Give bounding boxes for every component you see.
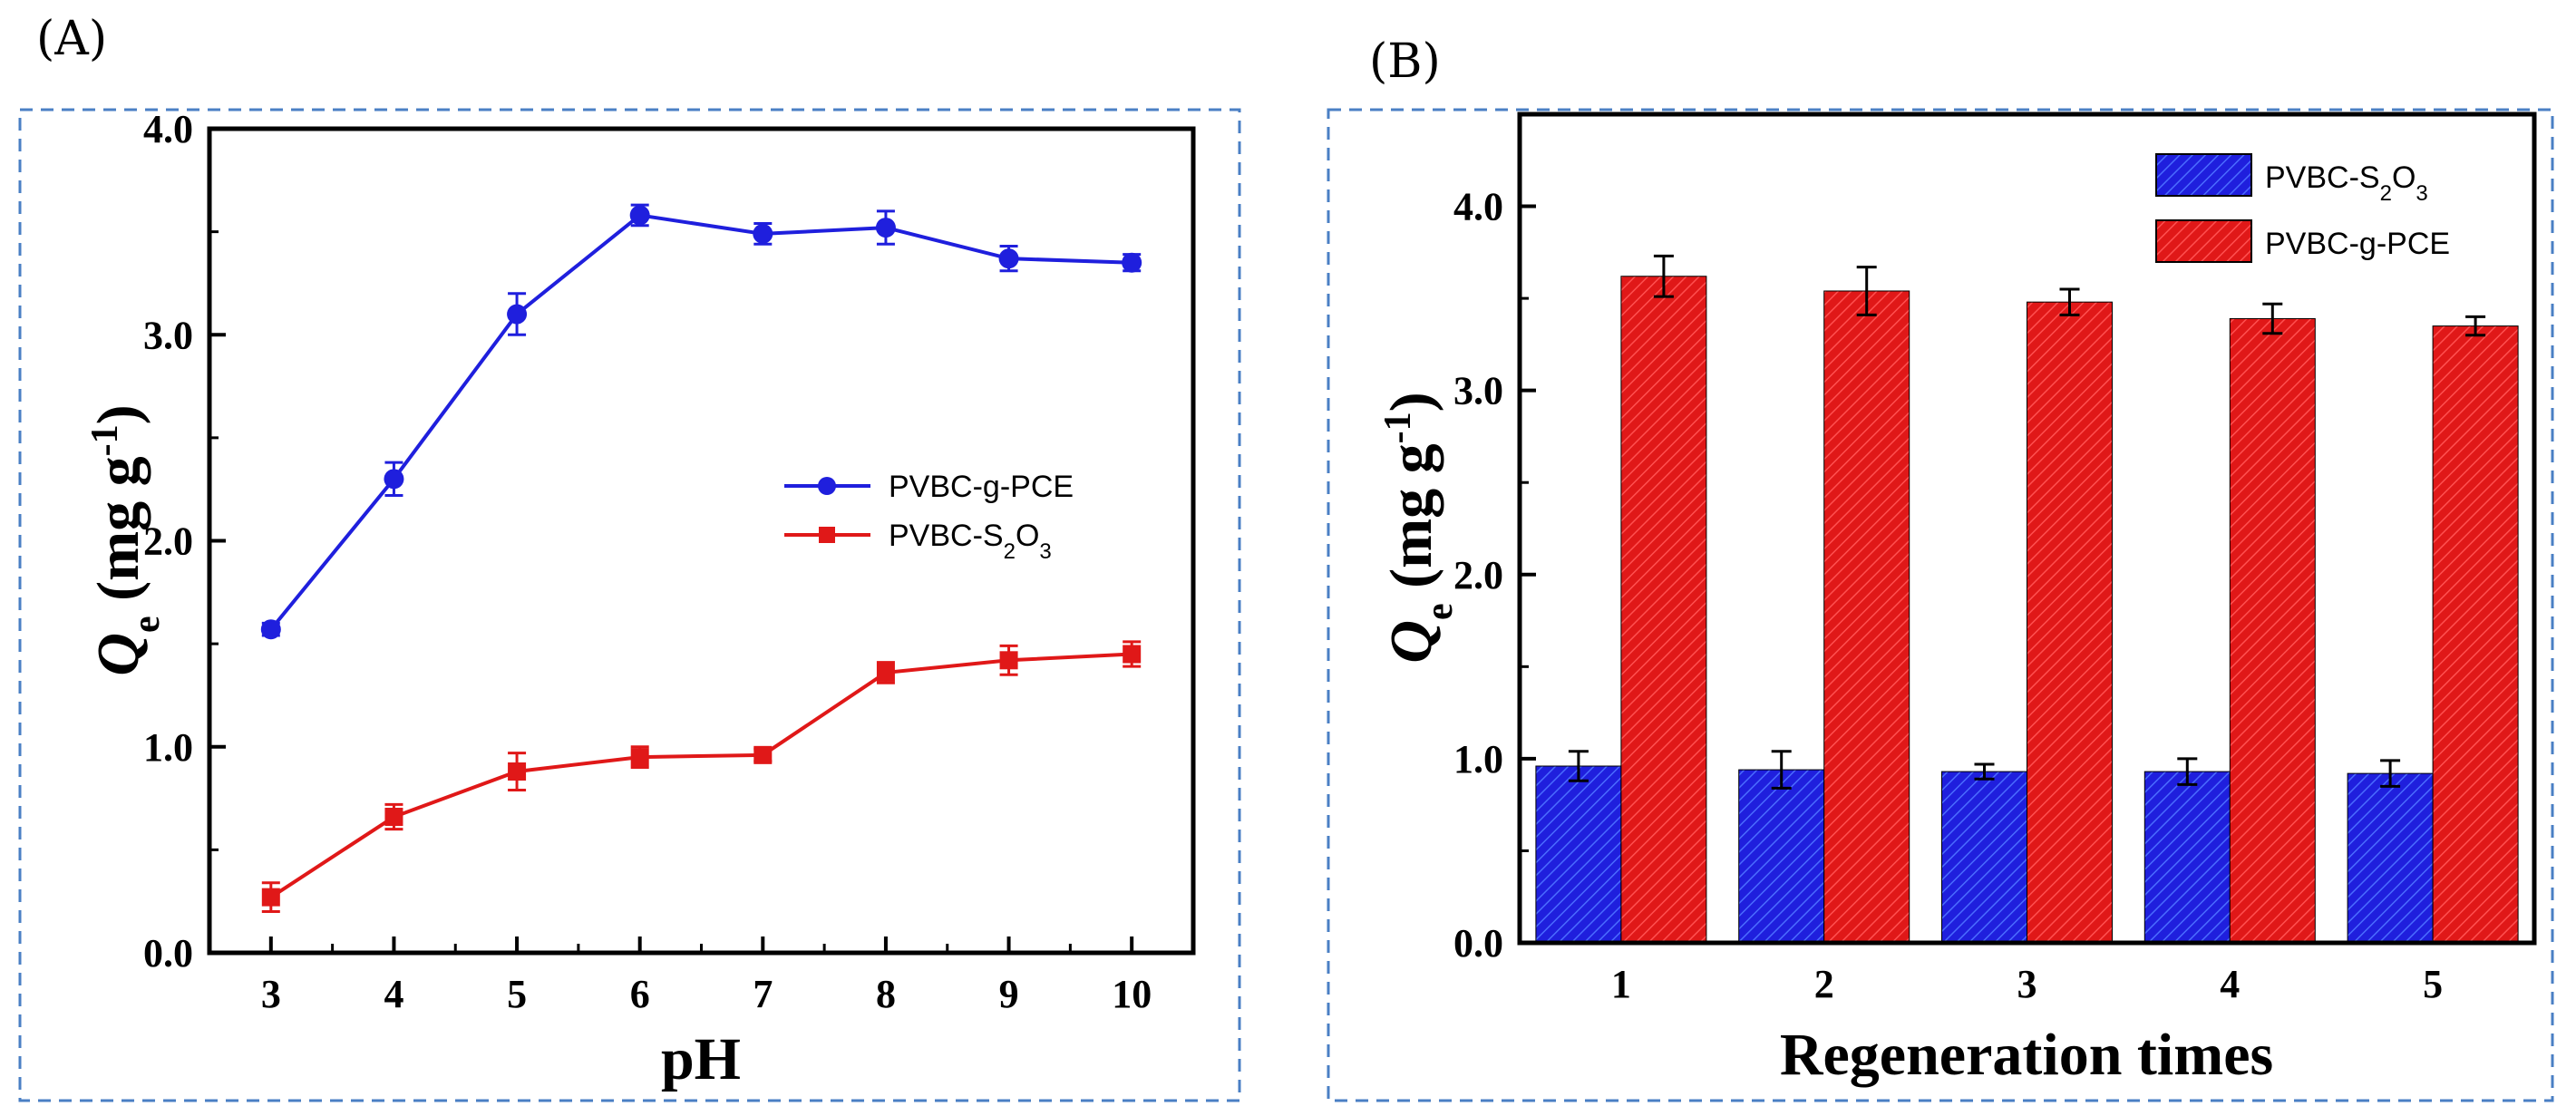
b-x-tick-label-4: 5 [2423, 962, 2443, 1006]
b-x-tick-label-1: 2 [1814, 962, 1834, 1006]
panel-b-y-axis-title: Qe (mg g-1) [1377, 392, 1461, 663]
panel-b-marks [1535, 254, 2519, 944]
legend-b-swatch-1 [2155, 153, 2252, 197]
b-pvbc-s2o3-bar-4 [2347, 772, 2434, 944]
a-pvbc-s2o3-point-3 [630, 748, 649, 767]
a-x-tick-label-0: 3 [261, 972, 281, 1016]
a-y-tick-label-4: 4.0 [143, 107, 193, 151]
b-pvbc-s2o3-bar-2 [1941, 771, 2027, 944]
a-pvbc-s2o3-point-1 [384, 808, 403, 827]
panel-b: (B) 0.0 1.0 2.0 3.0 4.0 1 2 3 4 5 PVBC-S2O3 PVBC-… [1327, 34, 2554, 1102]
panel-a-legend: PVBC-g-PCE PVBC-S2O3 [784, 470, 1074, 564]
b-pvbc-s2o3-bar-1 [1738, 769, 1825, 944]
a-pvbc-g-pce-point-2 [507, 304, 528, 325]
a-pvbc-s2o3-point-6 [999, 651, 1018, 670]
a-y-tick-label-0: 0.0 [143, 931, 193, 975]
panel-b-dashed-border [1327, 108, 2554, 1102]
b-y-tick-label-4: 4.0 [1453, 185, 1503, 229]
b-x-tick-label-0: 1 [1611, 962, 1631, 1006]
b-pvbc-s2o3-bar-0 [1535, 765, 1622, 944]
panel-b-label: (B) [1369, 34, 1441, 89]
a-x-tick-label-7: 10 [1112, 972, 1152, 1016]
a-pvbc-g-pce-point-3 [629, 205, 650, 226]
legend-a-label-1: PVBC-g-PCE [889, 470, 1074, 504]
panel-a-plot-frame [207, 126, 1196, 956]
b-y-tick-label-1: 1.0 [1453, 737, 1503, 781]
b-pvbc-g-pce-bar-4 [2432, 325, 2519, 944]
a-pvbc-g-pce-point-7 [1122, 252, 1142, 273]
a-x-tick-label-3: 6 [630, 972, 650, 1016]
panel-a-label: (A) [36, 12, 107, 66]
a-pvbc-s2o3-point-7 [1123, 645, 1142, 664]
b-y-tick-label-3: 3.0 [1453, 369, 1503, 413]
legend-a-marker-1 [818, 477, 836, 495]
panel-a-ticks: 0.0 1.0 2.0 3.0 4.0 3 4 5 6 7 8 9 10 [143, 107, 1152, 1016]
a-x-tick-label-6: 9 [999, 972, 1019, 1016]
b-pvbc-g-pce-bar-2 [2027, 301, 2113, 944]
a-pvbc-g-pce-point-5 [875, 218, 896, 238]
legend-b-swatch-2 [2155, 219, 2252, 263]
b-pvbc-g-pce-bar-0 [1620, 276, 1707, 944]
b-pvbc-s2o3-bar-3 [2143, 771, 2231, 944]
a-x-tick-label-1: 4 [384, 972, 403, 1016]
panel-b-plot-frame [1517, 112, 2537, 946]
a-y-tick-label-3: 3.0 [143, 313, 193, 357]
a-pvbc-s2o3-point-4 [753, 745, 773, 764]
a-y-tick-label-2: 2.0 [143, 519, 193, 564]
legend-b-label-2: PVBC-g-PCE [2265, 227, 2450, 261]
panel-a-x-axis-title: pH [661, 1026, 741, 1092]
a-pvbc-g-pce-point-0 [260, 619, 281, 640]
a-series-line-pvbc-s2o3 [269, 652, 1132, 899]
b-y-tick-label-2: 2.0 [1453, 553, 1503, 597]
a-pvbc-g-pce-point-6 [998, 248, 1019, 269]
a-pvbc-s2o3-point-2 [508, 762, 527, 781]
a-pvbc-s2o3-point-0 [261, 888, 280, 907]
panel-a-y-axis-title: Qe (mg g-1) [84, 404, 168, 675]
panel-a: (A) 0.0 1.0 2.0 3.0 4.0 3 4 5 6 7 8 9 10 PVBC-g-PCE … [18, 12, 1241, 1102]
a-y-tick-label-1: 1.0 [143, 725, 193, 770]
b-x-tick-label-2: 3 [2017, 962, 2037, 1006]
panel-a-dashed-border [18, 108, 1241, 1102]
a-series-line-pvbc-g-pce [269, 213, 1132, 631]
a-pvbc-g-pce-point-4 [753, 223, 773, 244]
panel-b-legend: PVBC-S2O3 PVBC-g-PCE [2155, 153, 2450, 263]
a-pvbc-g-pce-point-1 [384, 469, 404, 490]
b-pvbc-g-pce-bar-1 [1823, 290, 1910, 944]
legend-a-marker-2 [819, 527, 835, 543]
panel-b-x-axis-title: Regeneration times [1780, 1022, 2273, 1088]
a-x-tick-label-4: 7 [753, 972, 773, 1016]
a-pvbc-s2o3-point-5 [876, 663, 895, 682]
a-x-tick-label-5: 8 [876, 972, 896, 1016]
legend-a-label-2: PVBC-S2O3 [889, 519, 1052, 564]
a-x-tick-label-2: 5 [507, 972, 527, 1016]
legend-b-label-1: PVBC-S2O3 [2265, 160, 2428, 206]
b-pvbc-g-pce-bar-3 [2229, 317, 2316, 944]
panel-a-marks [260, 203, 1142, 914]
b-x-tick-label-3: 4 [2220, 962, 2240, 1006]
b-y-tick-label-0: 0.0 [1453, 921, 1503, 966]
